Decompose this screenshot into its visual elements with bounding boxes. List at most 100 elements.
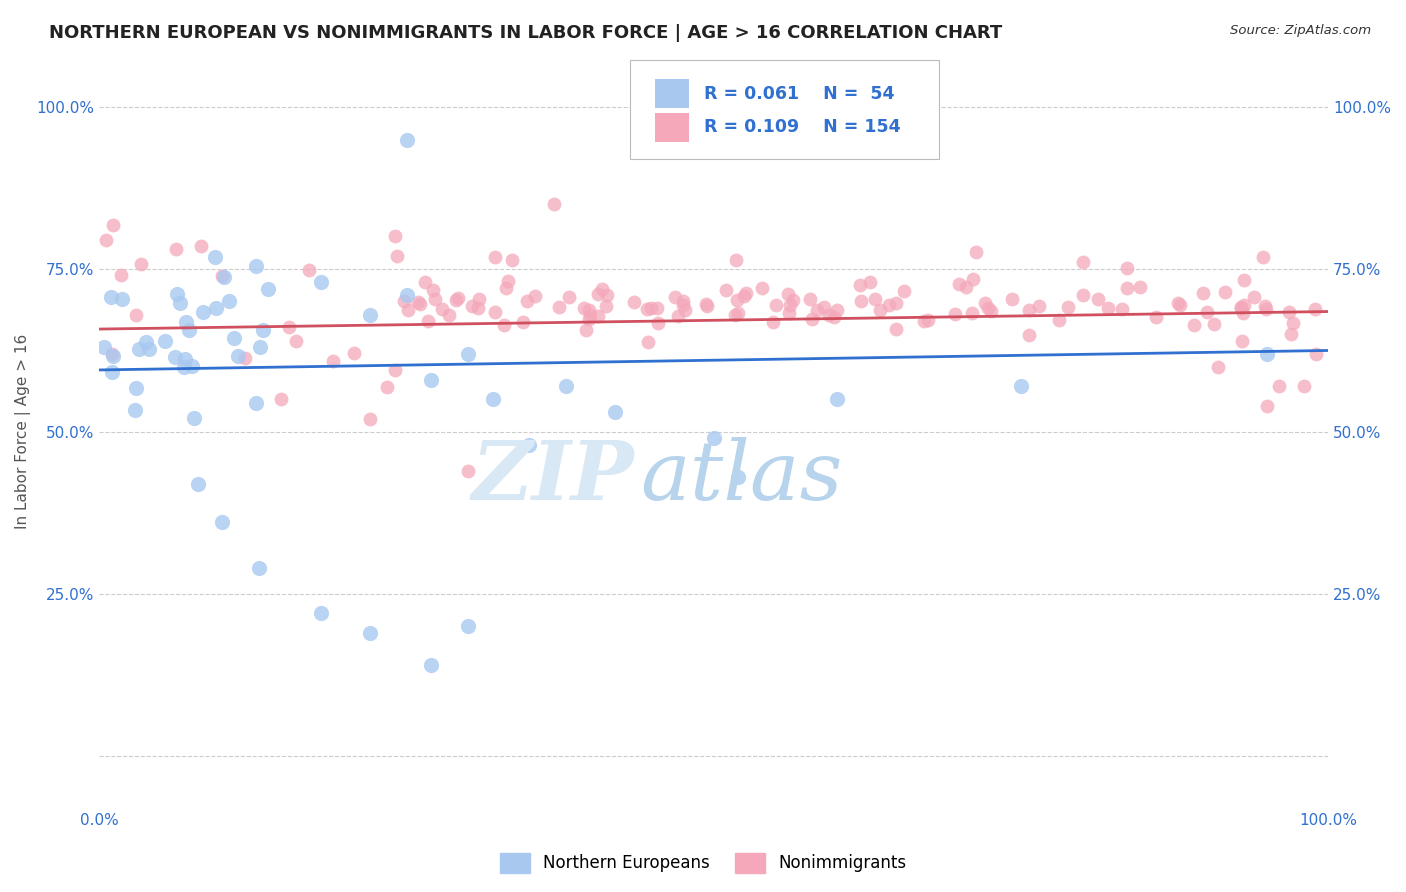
Point <box>695 297 717 311</box>
Point <box>153 334 176 348</box>
Point <box>1254 300 1277 314</box>
Point <box>484 304 506 318</box>
Point <box>555 379 578 393</box>
Point <box>596 287 619 301</box>
Text: R = 0.061    N =  54: R = 0.061 N = 54 <box>704 85 894 103</box>
Point <box>586 309 609 323</box>
Point <box>574 301 596 315</box>
Point <box>672 298 695 312</box>
Point <box>468 293 491 307</box>
Point <box>457 619 479 633</box>
Point <box>778 305 800 319</box>
Point <box>375 379 398 393</box>
Point <box>245 396 267 410</box>
Text: R = 0.109    N = 154: R = 0.109 N = 154 <box>704 119 901 136</box>
Point <box>396 302 419 317</box>
Point <box>484 250 506 264</box>
Point <box>1168 298 1191 312</box>
Point <box>420 658 443 673</box>
Point <box>696 299 718 313</box>
Point <box>359 411 381 425</box>
Point <box>734 286 756 301</box>
Point <box>392 294 415 309</box>
Point <box>211 268 233 283</box>
Point <box>432 301 454 316</box>
Point <box>1047 312 1070 326</box>
Point <box>884 322 907 336</box>
Point <box>765 298 787 312</box>
Point <box>496 274 519 288</box>
Point <box>406 294 429 309</box>
Point <box>1279 327 1302 342</box>
Point <box>359 308 381 322</box>
Point <box>492 318 515 332</box>
Point <box>395 288 418 302</box>
Point <box>252 323 274 337</box>
Point <box>481 392 503 406</box>
Point <box>181 359 204 373</box>
Point <box>586 286 609 301</box>
Point <box>943 307 966 321</box>
Point <box>877 298 900 312</box>
Point <box>191 304 214 318</box>
Point <box>128 342 150 356</box>
Point <box>309 607 332 621</box>
Point <box>129 257 152 271</box>
Point <box>869 303 891 318</box>
Point <box>578 302 600 317</box>
Point <box>645 301 668 315</box>
Point <box>1028 299 1050 313</box>
Point <box>1254 302 1277 317</box>
Point <box>495 281 517 295</box>
Point <box>1232 306 1254 320</box>
Point <box>825 302 848 317</box>
Point <box>457 464 479 478</box>
Point <box>211 516 233 530</box>
Point <box>823 310 845 324</box>
Point <box>138 342 160 356</box>
Point <box>1018 328 1040 343</box>
Point <box>1243 290 1265 304</box>
Point <box>1206 359 1229 374</box>
Point <box>1251 250 1274 264</box>
Point <box>640 301 662 315</box>
Point <box>235 351 257 365</box>
Point <box>395 132 418 146</box>
Bar <box>655 113 689 142</box>
Point <box>422 283 444 297</box>
Point <box>725 293 748 307</box>
FancyBboxPatch shape <box>630 61 939 159</box>
Point <box>1071 287 1094 301</box>
Point <box>270 392 292 406</box>
Point <box>183 411 205 425</box>
Point <box>778 287 800 301</box>
Point <box>166 286 188 301</box>
Point <box>595 299 617 313</box>
Point <box>668 309 690 323</box>
Point <box>727 470 749 484</box>
Point <box>849 293 872 308</box>
Point <box>733 289 755 303</box>
Point <box>1197 305 1219 319</box>
Point <box>322 353 344 368</box>
Point <box>285 334 308 348</box>
Point <box>309 276 332 290</box>
Point <box>1268 379 1291 393</box>
Point <box>1230 301 1253 316</box>
Point <box>100 290 122 304</box>
Point <box>179 323 201 337</box>
Text: Source: ZipAtlas.com: Source: ZipAtlas.com <box>1230 24 1371 37</box>
Point <box>1097 301 1119 315</box>
Point <box>672 294 695 309</box>
Point <box>673 302 696 317</box>
Point <box>591 282 613 296</box>
Point <box>1018 302 1040 317</box>
Point <box>578 308 600 322</box>
Point <box>93 340 115 354</box>
Point <box>1230 334 1253 348</box>
Point <box>437 309 460 323</box>
Point <box>101 346 124 360</box>
Point <box>165 242 187 256</box>
Point <box>962 271 984 285</box>
Point <box>125 308 148 322</box>
